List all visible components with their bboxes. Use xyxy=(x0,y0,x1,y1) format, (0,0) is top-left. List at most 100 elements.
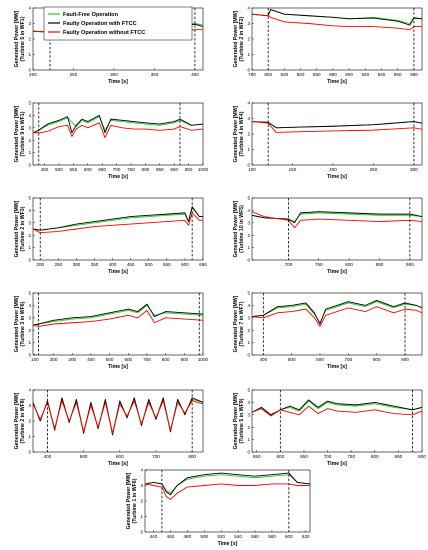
x-tick-label: 400 xyxy=(191,72,199,77)
series-line-with-ftcc xyxy=(252,399,422,416)
y-tick-label: 2 xyxy=(28,37,31,42)
y-tick-label: 0 xyxy=(28,258,31,263)
plot-frame xyxy=(32,197,204,261)
x-axis-label: Time [s] xyxy=(108,79,128,85)
x-tick-label: 560 xyxy=(251,534,259,539)
x-tick-label: 400 xyxy=(109,262,117,267)
x-tick-label: 450 xyxy=(41,167,49,172)
y-axis-label: Generated Power [MW] xyxy=(14,392,20,449)
x-tick-label: 900 xyxy=(418,454,426,459)
y-axis-sublabel: (Turbine 2 in WF3) xyxy=(20,206,26,251)
y-tick-label: 2 xyxy=(247,425,250,430)
x-axis-label: Time [s] xyxy=(327,269,347,275)
x-tick-label: 250 xyxy=(54,262,62,267)
legend-label-without-ftcc: Faulty Operation without FTCC xyxy=(63,30,145,36)
legend: Fault-Free Operation Faulty Operation wi… xyxy=(43,6,193,41)
y-tick-label: 3 xyxy=(247,315,250,320)
x-tick-label: 550 xyxy=(70,167,78,172)
plot-frame xyxy=(251,389,423,453)
x-tick-label: 800 xyxy=(371,454,379,459)
x-tick-label: 580 xyxy=(268,534,276,539)
legend-label-with-ftcc: Faulty Operation with FTCC xyxy=(63,21,137,27)
x-tick-label: 250 xyxy=(70,72,78,77)
y-tick-label: 3 xyxy=(140,483,143,488)
x-axis-label: Time [s] xyxy=(108,364,128,370)
series-line-without-ftcc xyxy=(252,211,422,229)
x-tick-label: 550 xyxy=(163,262,171,267)
x-tick-label: 850 xyxy=(156,167,164,172)
x-tick-label: 750 xyxy=(127,167,135,172)
x-axis-label: Time [s] xyxy=(327,461,347,467)
y-tick-label: 0 xyxy=(28,353,31,358)
y-tick-label: 2 xyxy=(140,499,143,504)
x-tick-label: 800 xyxy=(162,357,170,362)
y-tick-label: 4 xyxy=(140,468,143,473)
y-tick-label: 3 xyxy=(28,403,31,408)
x-tick-label: 200 xyxy=(329,167,337,172)
y-tick-label: 2 xyxy=(28,138,31,143)
y-tick-label: 5 xyxy=(247,291,250,296)
y-axis-label: Generated Power [MW] xyxy=(14,200,20,257)
x-tick-label: 200 xyxy=(36,262,44,267)
x-tick-label: 100 xyxy=(248,167,256,172)
y-tick-label: 1 xyxy=(28,434,31,439)
y-tick-label: 0 xyxy=(247,163,250,168)
y-axis-label: Generated Power [MW] xyxy=(233,10,239,67)
y-axis-sublabel: (Turbine 3 in WF6) xyxy=(20,301,26,346)
x-tick-label: 800 xyxy=(345,262,353,267)
y-tick-label: 3 xyxy=(28,125,31,130)
x-tick-label: 600 xyxy=(116,454,124,459)
series-line-without-ftcc xyxy=(33,122,203,139)
panel-g: 100 200 300 400 500 600 700 800 900 1000 0 1 2 3 4 5 Tim… xyxy=(14,291,209,370)
y-axis-sublabel: (Turbine 1 in WF6) xyxy=(132,478,138,523)
panel-d: 100 150 200 250 300 0 1 2 3 4 Time [s] Generated Po… xyxy=(233,101,423,180)
plot-frame xyxy=(32,102,204,166)
series-line-without-ftcc xyxy=(33,400,203,434)
x-tick-label: 750 xyxy=(315,262,323,267)
y-tick-label: 2 xyxy=(28,328,31,333)
y-axis-label: Generated Power [MW] xyxy=(233,200,239,257)
y-tick-label: 1 xyxy=(28,52,31,57)
x-tick-label: 900 xyxy=(180,357,188,362)
series-line-without-ftcc xyxy=(145,483,310,500)
x-tick-label: 500 xyxy=(145,262,153,267)
x-tick-label: 650 xyxy=(98,167,106,172)
x-tick-label: 1000 xyxy=(198,357,209,362)
x-tick-label: 500 xyxy=(55,167,63,172)
y-axis-sublabel: (Turbine 7 in WF7) xyxy=(239,301,245,346)
x-tick-label: 400 xyxy=(44,454,52,459)
y-tick-label: 0 xyxy=(247,258,250,263)
series-line-without-ftcc xyxy=(252,306,422,327)
y-axis-sublabel: (Turbine 10 in WF5) xyxy=(239,205,245,253)
y-tick-label: 4 xyxy=(247,208,250,213)
y-tick-label: 4 xyxy=(28,113,31,118)
x-tick-label: 100 xyxy=(31,357,39,362)
series-line-with-ftcc xyxy=(33,206,203,231)
y-tick-label: 0 xyxy=(28,450,31,455)
x-tick-label: 960 xyxy=(394,72,402,77)
panel-i: 400 500 600 700 800 0 1 2 3 4 Time [s] Generated Po… xyxy=(14,388,204,467)
y-tick-label: 5 xyxy=(28,291,31,296)
x-tick-label: 300 xyxy=(73,262,81,267)
y-axis-label: Generated Power [MW] xyxy=(233,392,239,449)
x-tick-label: 800 xyxy=(264,72,272,77)
x-tick-label: 700 xyxy=(152,454,160,459)
y-axis-sublabel: (Turbine 9 in WF1) xyxy=(20,111,26,156)
x-tick-label: 850 xyxy=(376,262,384,267)
x-tick-label: 600 xyxy=(84,167,92,172)
y-tick-label: 3 xyxy=(28,21,31,26)
plot-frame xyxy=(251,292,423,356)
y-tick-label: 1 xyxy=(28,150,31,155)
x-tick-label: 400 xyxy=(259,357,267,362)
x-tick-label: 900 xyxy=(170,167,178,172)
x-axis-label: Time [s] xyxy=(108,461,128,467)
x-tick-label: 900 xyxy=(345,72,353,77)
x-tick-label: 700 xyxy=(285,262,293,267)
y-tick-label: 4 xyxy=(247,303,250,308)
x-axis-label: Time [s] xyxy=(218,541,238,547)
y-tick-label: 5 xyxy=(28,101,31,106)
x-tick-label: 1000 xyxy=(198,167,209,172)
series-line-with-ftcc xyxy=(252,121,422,129)
y-tick-label: 4 xyxy=(247,6,250,11)
